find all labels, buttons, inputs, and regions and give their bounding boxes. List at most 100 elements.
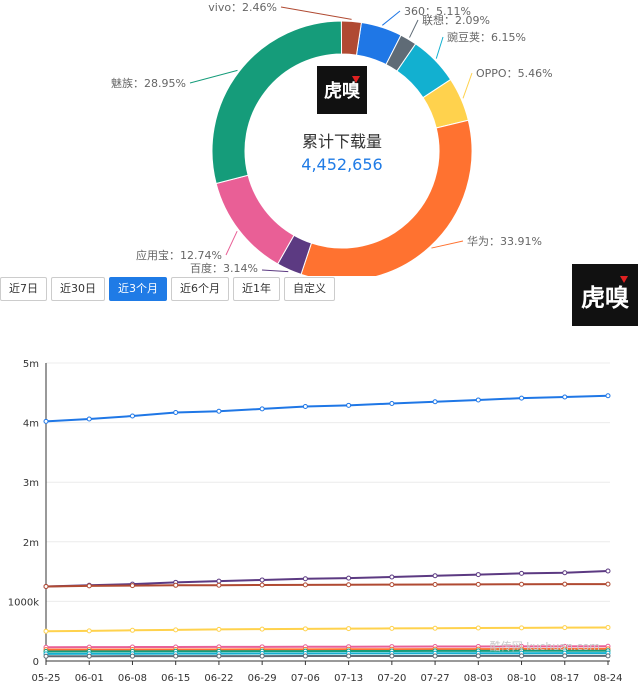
- series-point[interactable]: [605, 581, 611, 587]
- series-point[interactable]: [216, 578, 222, 584]
- series-point[interactable]: [216, 626, 222, 632]
- series-point[interactable]: [519, 653, 525, 659]
- series-point[interactable]: [432, 625, 438, 631]
- series-line-4[interactable]: [45, 645, 609, 649]
- series-point[interactable]: [605, 568, 611, 574]
- donut-center-title: 累计下载量: [302, 132, 382, 151]
- series-line-5[interactable]: [45, 647, 609, 651]
- y-tick-label: 2m: [23, 538, 39, 549]
- series-point[interactable]: [86, 416, 92, 422]
- series-line-6[interactable]: [45, 649, 609, 653]
- series-point[interactable]: [475, 625, 481, 631]
- huxiu-logo: 虎嗅: [317, 66, 367, 114]
- series-point[interactable]: [346, 402, 352, 408]
- series-point[interactable]: [432, 581, 438, 587]
- series-line-7[interactable]: [45, 652, 609, 655]
- series-point[interactable]: [302, 404, 308, 410]
- series-point[interactable]: [173, 627, 179, 633]
- series-point[interactable]: [216, 582, 222, 588]
- series-point[interactable]: [173, 653, 179, 659]
- series-point[interactable]: [389, 582, 395, 588]
- donut-slice-label: vivo：2.46%: [208, 1, 277, 14]
- series-point[interactable]: [259, 406, 265, 412]
- series-point[interactable]: [346, 653, 352, 659]
- series-line-0[interactable]: [45, 394, 609, 423]
- donut-slice-label: OPPO：5.46%: [476, 67, 553, 80]
- series-point[interactable]: [43, 584, 49, 589]
- series-point[interactable]: [129, 413, 135, 419]
- series-point[interactable]: [43, 653, 49, 659]
- series-point[interactable]: [475, 581, 481, 587]
- series-point[interactable]: [389, 653, 395, 659]
- series-line-2[interactable]: [45, 583, 609, 588]
- series-line-3[interactable]: [45, 626, 609, 633]
- tab-7-days[interactable]: 近7日: [0, 277, 47, 301]
- series-point[interactable]: [562, 625, 568, 631]
- series-point[interactable]: [389, 574, 395, 580]
- series-point[interactable]: [302, 626, 308, 632]
- donut-leader-line: [409, 19, 419, 38]
- series-point[interactable]: [259, 653, 265, 659]
- series-point[interactable]: [475, 653, 481, 659]
- donut-leader-line: [462, 72, 473, 99]
- donut-leader-line: [382, 10, 401, 26]
- series-point[interactable]: [389, 401, 395, 407]
- donut-slice-label: 魅族：28.95%: [111, 76, 186, 90]
- series-point[interactable]: [432, 399, 438, 405]
- series-point[interactable]: [562, 581, 568, 587]
- series-point[interactable]: [475, 397, 481, 403]
- series-point[interactable]: [302, 653, 308, 659]
- series-point[interactable]: [302, 582, 308, 588]
- series-point[interactable]: [389, 625, 395, 631]
- series-point[interactable]: [129, 627, 135, 633]
- donut-slice-8[interactable]: [340, 20, 362, 56]
- series-point[interactable]: [43, 628, 49, 634]
- series-point[interactable]: [562, 653, 568, 659]
- x-tick-label: 06-01: [75, 673, 104, 684]
- tab-30-days[interactable]: 近30日: [51, 277, 105, 301]
- x-tick-label: 08-03: [464, 673, 493, 684]
- series-point[interactable]: [475, 572, 481, 578]
- series-point[interactable]: [519, 395, 525, 401]
- y-tick-label: 5m: [23, 359, 39, 370]
- donut-leader-line: [225, 230, 238, 256]
- x-tick-label: 07-20: [377, 673, 406, 684]
- series-point[interactable]: [605, 624, 611, 630]
- series-point[interactable]: [216, 408, 222, 414]
- series-point[interactable]: [432, 573, 438, 579]
- tab-6-months[interactable]: 近6个月: [171, 277, 229, 301]
- series-point[interactable]: [605, 393, 611, 399]
- series-point[interactable]: [86, 653, 92, 659]
- series-point[interactable]: [346, 575, 352, 581]
- series-point[interactable]: [346, 626, 352, 632]
- series-point[interactable]: [259, 577, 265, 583]
- y-tick-label: 3m: [23, 478, 39, 489]
- watermark: 酷传网 kuchuan.com: [490, 640, 600, 653]
- series-point[interactable]: [173, 409, 179, 415]
- tab-3-months[interactable]: 近3个月: [109, 277, 167, 301]
- y-tick-label: 0: [33, 657, 39, 668]
- series-point[interactable]: [432, 653, 438, 659]
- series-point[interactable]: [519, 581, 525, 587]
- series-point[interactable]: [129, 653, 135, 659]
- series-point[interactable]: [216, 653, 222, 659]
- series-point[interactable]: [346, 582, 352, 588]
- series-point[interactable]: [519, 625, 525, 631]
- logo-mark-icon: [352, 76, 360, 83]
- series-point[interactable]: [519, 570, 525, 576]
- series-point[interactable]: [86, 583, 92, 589]
- series-line-1[interactable]: [45, 570, 609, 588]
- series-point[interactable]: [562, 394, 568, 400]
- series-point[interactable]: [43, 418, 49, 424]
- tab-1-year[interactable]: 近1年: [233, 277, 280, 301]
- series-point[interactable]: [86, 628, 92, 634]
- series-point[interactable]: [259, 582, 265, 588]
- series-point[interactable]: [259, 626, 265, 632]
- tab-custom[interactable]: 自定义: [284, 277, 335, 301]
- series-point[interactable]: [562, 570, 568, 576]
- series-point[interactable]: [173, 582, 179, 588]
- series-point[interactable]: [302, 576, 308, 582]
- series-point[interactable]: [129, 583, 135, 589]
- series-point[interactable]: [605, 653, 611, 659]
- y-tick-label: 4m: [23, 419, 39, 430]
